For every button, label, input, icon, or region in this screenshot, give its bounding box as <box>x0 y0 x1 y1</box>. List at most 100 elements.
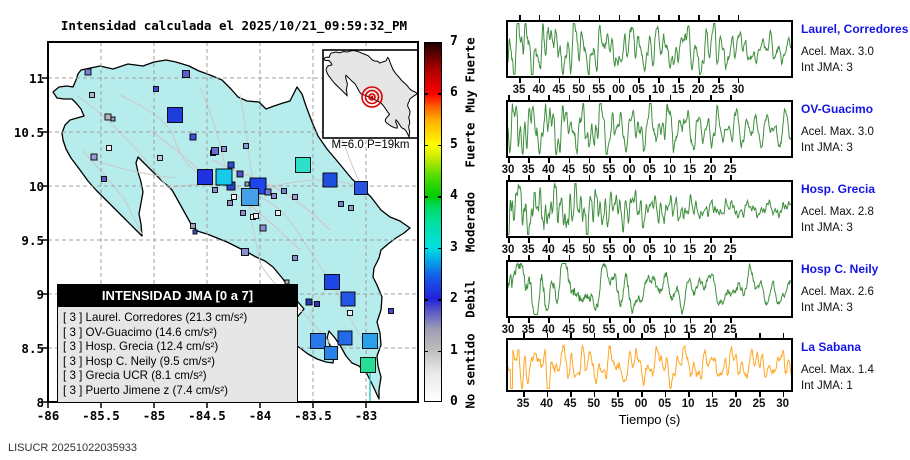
axis-tick <box>568 238 571 243</box>
axis-tick <box>538 15 541 20</box>
time-tick-label: 00 <box>622 244 636 256</box>
station-marker <box>314 301 320 307</box>
station-marker <box>227 200 233 206</box>
station-marker <box>241 248 249 256</box>
axis-tick <box>528 238 530 243</box>
time-tick-label: 00 <box>622 324 636 336</box>
station-marker <box>197 169 213 185</box>
station-marker <box>211 147 219 155</box>
axis-tick <box>730 158 732 163</box>
axis-tick <box>759 333 761 338</box>
station-marker <box>347 310 353 316</box>
time-tick-label: 45 <box>562 324 575 336</box>
station-marker <box>337 330 353 346</box>
time-tick-label: 05 <box>658 398 671 410</box>
waveform-box <box>506 180 793 238</box>
station-marker <box>90 153 98 161</box>
axis-tick <box>710 318 712 323</box>
axis-tick <box>588 238 591 243</box>
axis-tick <box>508 158 510 163</box>
axis-tick <box>508 238 510 243</box>
axis-tick <box>735 392 737 397</box>
time-tick-label: 50 <box>572 84 586 96</box>
axis-tick <box>570 333 572 338</box>
station-name-label: Laurel, Corredores <box>801 22 909 36</box>
axis-tick <box>737 78 740 83</box>
station-name-label: La Sabana <box>801 340 862 354</box>
colorbar-category-label: Muy Fuerte <box>462 37 478 114</box>
axis-tick <box>548 255 550 260</box>
latitude-tick-label: 9 <box>36 287 44 302</box>
station-marker <box>167 107 183 123</box>
axis-tick <box>528 158 530 163</box>
axis-tick <box>689 318 692 323</box>
axis-tick <box>649 175 651 180</box>
axis-tick <box>710 175 712 180</box>
latitude-tick-label: 11 <box>28 71 44 86</box>
longitude-tick-label: -83 <box>354 408 378 423</box>
axis-tick <box>649 238 651 243</box>
time-tick-label: 05 <box>642 244 656 256</box>
legend-item: [ 3 ] Hosp. Grecia (12.4 cm/s²) <box>63 340 219 354</box>
time-tick-label: 35 <box>516 398 530 410</box>
latitude-tick-label: 9.5 <box>21 233 44 248</box>
axis-tick <box>548 238 550 243</box>
time-tick-label: 25 <box>711 84 725 96</box>
station-marker <box>338 201 344 207</box>
axis-tick <box>618 15 620 20</box>
road-network <box>77 87 369 351</box>
axis-tick <box>568 255 571 260</box>
time-tick-label: 55 <box>610 398 624 410</box>
max-acceleration-label: Acel. Max. 2.6 <box>801 286 874 298</box>
station-marker <box>292 255 298 261</box>
longitude-tick-label: -85.5 <box>82 408 120 423</box>
axis-tick <box>669 238 672 243</box>
axis-tick <box>538 78 541 83</box>
axis-tick <box>548 158 550 163</box>
axis-tick <box>593 333 596 338</box>
station-name-label: OV-Guacimo <box>801 102 874 116</box>
station-marker <box>310 333 326 349</box>
time-tick-label: 15 <box>683 324 697 336</box>
time-tick-label: 20 <box>703 164 717 176</box>
time-tick-label: 10 <box>663 324 676 336</box>
axis-tick <box>588 255 591 260</box>
time-tick-label: 35 <box>512 84 526 96</box>
seismogram-trace <box>507 261 792 315</box>
time-tick-label: 30 <box>776 398 789 410</box>
station-marker <box>253 213 259 219</box>
magnitude-depth-caption: M=6.0 P=19km <box>331 139 410 151</box>
station-marker <box>295 157 311 173</box>
axis-tick <box>629 255 631 260</box>
axis-tick <box>609 238 611 243</box>
colorbar-tick <box>424 93 428 95</box>
time-tick-label: 40 <box>532 84 546 96</box>
axis-tick <box>689 95 692 100</box>
station-marker <box>243 143 249 149</box>
station-marker <box>271 193 277 199</box>
time-tick-label: 05 <box>642 324 656 336</box>
time-tick-label: 55 <box>602 164 616 176</box>
colorbar-tick-number: 4 <box>450 188 458 204</box>
time-tick-label: 15 <box>683 244 697 256</box>
jma-intensity-label: Int JMA: 1 <box>801 380 853 392</box>
time-tick-label: 55 <box>602 324 616 336</box>
axis-tick <box>546 392 549 397</box>
colorbar-tick <box>438 350 442 353</box>
axis-tick <box>689 158 692 163</box>
station-marker <box>241 188 259 206</box>
station-marker <box>354 181 368 195</box>
time-tick-label: 00 <box>622 164 636 176</box>
axis-tick <box>523 333 525 338</box>
time-tick-label: 00 <box>612 84 625 96</box>
time-tick-label: 25 <box>752 398 766 410</box>
axis-tick <box>528 255 530 260</box>
station-marker <box>182 70 190 78</box>
time-tick-label: 15 <box>705 398 719 410</box>
axis-tick <box>641 392 643 397</box>
axis-tick <box>558 78 561 83</box>
axis-tick <box>508 95 510 100</box>
axis-tick <box>609 95 611 100</box>
axis-tick <box>658 78 660 83</box>
longitude-tick-label: -84.5 <box>188 408 226 423</box>
